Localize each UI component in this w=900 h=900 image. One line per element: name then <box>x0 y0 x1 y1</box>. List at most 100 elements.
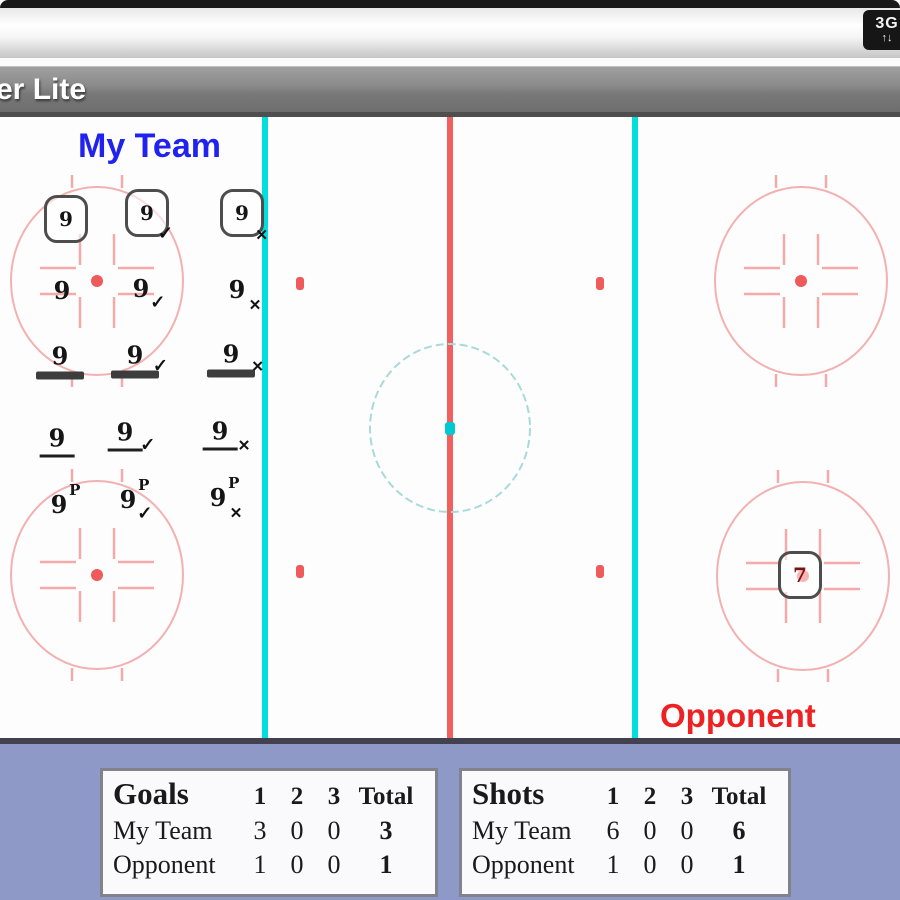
x-icon: ✕ <box>248 296 262 314</box>
player-number: 9 <box>39 426 75 458</box>
marker-9-framed-x[interactable]: 9 ✕ <box>220 189 268 243</box>
x-icon: ✕ <box>251 357 264 376</box>
shot-bar <box>207 369 255 378</box>
marker-9-bar-check[interactable]: 9 ✓ <box>111 343 168 379</box>
shots-p1: 1 <box>606 850 620 880</box>
center-faceoff-dot <box>445 422 455 435</box>
x-icon: ✕ <box>229 504 243 522</box>
powerplay-suffix: P <box>138 476 150 494</box>
shots-p2: 0 <box>643 816 657 846</box>
network-type-label: 3G <box>875 15 899 32</box>
marker-frame: 7 <box>778 551 822 599</box>
team-name: Opponent <box>472 850 575 880</box>
marker-9-powerplay-check[interactable]: 9 P ✓ <box>120 476 153 523</box>
shots-table: Shots 1 2 3 Total My Team 6 0 0 6 Oppone… <box>459 768 791 897</box>
network-activity-arrows-icon: ↑↓ <box>881 32 893 44</box>
marker-9-plain[interactable]: 9 <box>54 279 71 303</box>
player-number: 9 <box>50 490 68 519</box>
goals-my-team-row: My Team 3 0 0 3 <box>113 814 425 848</box>
check-icon: ✓ <box>140 434 156 456</box>
shot-bar <box>36 371 84 380</box>
rink-graphics <box>9 117 891 738</box>
period-2-header: 2 <box>290 783 304 810</box>
team-name: Opponent <box>113 850 216 880</box>
marker-9-plain-check[interactable]: 9 ✓ <box>132 274 166 312</box>
player-number: 9 <box>59 207 73 231</box>
shots-my-team-row: My Team 6 0 0 6 <box>472 814 778 848</box>
marker-9-plain-x[interactable]: 9 ✕ <box>228 275 262 313</box>
marker-7-framed-opponent[interactable]: 7 <box>778 551 822 599</box>
marker-9-underline-x[interactable]: 9 ✕ <box>202 419 250 453</box>
shots-p1: 6 <box>606 816 620 846</box>
rink-bottom-border <box>0 738 900 744</box>
x-icon: ✕ <box>237 436 251 455</box>
player-number: 9 <box>107 420 143 452</box>
marker-9-framed[interactable]: 9 <box>44 195 88 243</box>
opponent-label: Opponent <box>660 697 816 734</box>
marker-9-powerplay-x[interactable]: 9 P ✕ <box>209 474 243 521</box>
network-3g-icon: 3G ↑↓ <box>863 10 900 50</box>
goals-header-row: Goals 1 2 3 Total <box>113 774 425 814</box>
blue-line-left <box>262 117 268 738</box>
goals-p1: 3 <box>253 816 267 846</box>
shots-opponent-row: Opponent 1 0 0 1 <box>472 848 778 882</box>
goals-opponent-row: Opponent 1 0 0 1 <box>113 848 425 882</box>
title-bar: er Lite <box>0 66 900 112</box>
player-number: 9 <box>228 275 246 304</box>
goals-p3: 0 <box>327 816 341 846</box>
powerplay-suffix: P <box>228 474 240 492</box>
neutral-dot-top-right <box>596 277 604 290</box>
goals-total: 1 <box>379 850 393 880</box>
shots-p3: 0 <box>680 816 694 846</box>
goals-table-title: Goals <box>113 776 189 811</box>
faceoff-circle-top-right <box>713 173 889 389</box>
marker-9-bar[interactable]: 9 <box>36 341 84 380</box>
shots-total: 6 <box>732 816 746 846</box>
player-number: 9 <box>202 419 238 451</box>
shots-p3: 0 <box>680 850 694 880</box>
marker-9-bar-x[interactable]: 9 ✕ <box>207 339 264 378</box>
player-number: 9 <box>53 276 71 305</box>
x-icon: ✕ <box>255 226 268 244</box>
player-number: 9 <box>51 341 69 371</box>
total-header: Total <box>358 783 414 810</box>
goals-total: 3 <box>379 816 393 846</box>
neutral-dot-top-left <box>296 277 304 290</box>
team-name: My Team <box>113 816 213 846</box>
my-team-label: My Team <box>78 127 221 165</box>
check-icon: ✓ <box>137 503 153 524</box>
shot-bar <box>111 370 159 379</box>
faceoff-circle-bottom-left <box>9 467 185 683</box>
center-circle <box>369 343 531 513</box>
shots-total: 1 <box>732 850 746 880</box>
player-number: 9 <box>235 201 249 225</box>
status-bar-divider <box>0 58 900 66</box>
shots-table-title: Shots <box>472 776 545 811</box>
period-1-header: 1 <box>253 783 267 810</box>
period-3-header: 3 <box>327 783 341 810</box>
total-header: Total <box>711 783 767 810</box>
check-icon: ✓ <box>152 355 168 377</box>
shots-p2: 0 <box>643 850 657 880</box>
goals-p3: 0 <box>327 850 341 880</box>
neutral-dot-bottom-right <box>596 565 604 578</box>
marker-9-underline[interactable]: 9 <box>39 426 75 458</box>
goals-p2: 0 <box>290 850 304 880</box>
player-number: 7 <box>793 563 807 587</box>
rink[interactable]: My Team Opponent 9 9 ✓ 9 ✕ 9 9 ✓ 9 ✕ 9 9 ✓ 9 ✕ 9 9 ✓ 9 ✕ 9 P 9… <box>0 117 900 738</box>
player-number: 9 <box>132 274 150 303</box>
player-number: 9 <box>222 339 240 369</box>
marker-frame: 9 <box>44 195 88 243</box>
marker-9-framed-check[interactable]: 9 ✓ <box>125 189 173 243</box>
status-bar: 3G ↑↓ <box>0 8 900 58</box>
marker-9-underline-check[interactable]: 9 ✓ <box>107 420 155 454</box>
goals-p2: 0 <box>290 816 304 846</box>
goals-p1: 1 <box>253 850 267 880</box>
page-title: er Lite <box>0 72 87 106</box>
team-name: My Team <box>472 816 572 846</box>
marker-frame: 9 <box>125 189 169 237</box>
check-icon: ✓ <box>157 223 173 244</box>
player-number: 9 <box>209 483 227 512</box>
